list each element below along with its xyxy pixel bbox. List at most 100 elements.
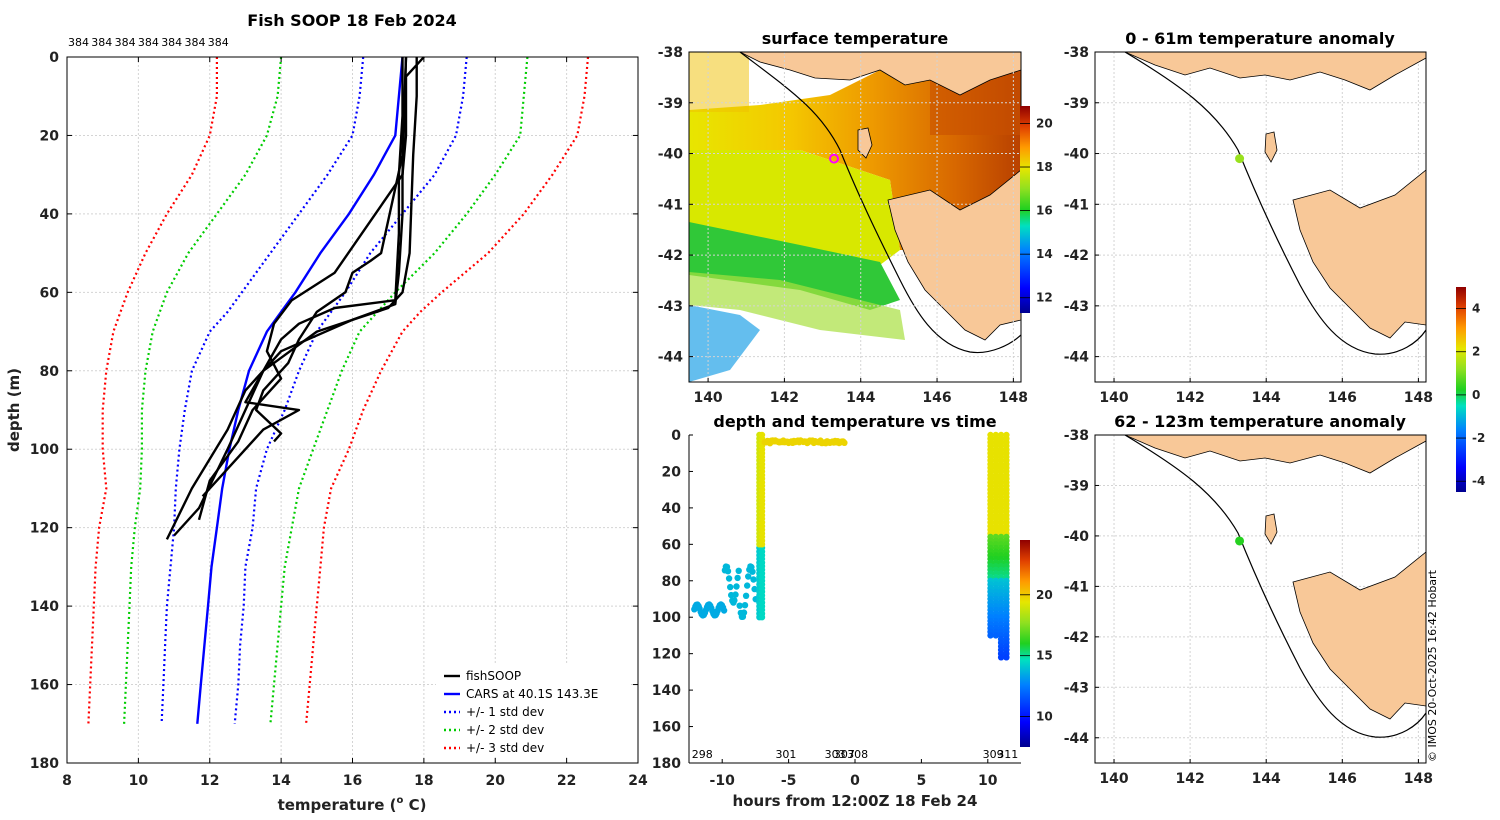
profile-ytick-label: 160 xyxy=(30,678,59,694)
colorbar-tick-label: 16 xyxy=(1036,204,1053,218)
figure-canvas: Fish SOOP 18 Feb 2024 384 384 384 384 384 384… xyxy=(0,0,1500,820)
map-ytick-label: -44 xyxy=(658,350,684,366)
map-ytick-label: -39 xyxy=(1064,478,1089,494)
depth-time-point xyxy=(721,607,727,613)
depth-time-ytick-label: 160 xyxy=(652,720,681,736)
depth-time-point xyxy=(726,575,732,581)
sst-colorbar xyxy=(1020,106,1030,313)
profile-xtick-label: 24 xyxy=(628,773,648,789)
map-ytick-label: -43 xyxy=(658,299,683,315)
profile-xtick-label: 22 xyxy=(557,773,576,789)
station-label: 301 xyxy=(775,748,796,761)
profile-legend: fishSOOP CARS at 40.1S 143.3E +/- 1 std de… xyxy=(436,664,630,756)
depth-time-points xyxy=(691,432,1010,661)
map-ytick-label: -41 xyxy=(1064,579,1089,595)
profile-series xyxy=(88,57,588,724)
sst-map: surface temperature 140 142 144 146 148 -38 -3… xyxy=(658,29,1053,406)
profile-ytick-label: 40 xyxy=(40,207,60,223)
depth-time-ytick-label: 140 xyxy=(652,683,681,699)
depth-time-station-labels: 298 301 303307308 309311 xyxy=(692,748,1018,761)
anomaly-shallow-point xyxy=(1235,154,1244,163)
profile-top-labels: 384 384 384 384 384 384 384 xyxy=(68,36,229,49)
profile-xlabel: temperature (o C) xyxy=(278,795,427,814)
depth-time-point xyxy=(736,568,742,574)
depth-time-ytick-label: 0 xyxy=(671,428,681,444)
depth-time-chart: depth and temperature vs time -10 -5 0 5 100… xyxy=(652,412,1053,810)
map-ytick-label: -42 xyxy=(1064,248,1089,264)
map-ytick-label: -42 xyxy=(1064,630,1089,646)
legend-label: +/- 2 std dev xyxy=(466,723,544,737)
anomaly-deep-title: 62 - 123m temperature anomaly xyxy=(1114,412,1406,431)
profile-xtick-label: 10 xyxy=(129,773,149,789)
anomaly-deep-point xyxy=(1235,536,1244,545)
profile-top-label: 384 xyxy=(185,36,206,49)
map-ytick-label: -40 xyxy=(1064,529,1090,545)
anomaly-deep-points xyxy=(1235,536,1244,545)
profile-xtick-label: 8 xyxy=(62,773,72,789)
anomaly-shallow-map: 0 - 61m temperature anomaly 140 142 144 146… xyxy=(1064,29,1433,406)
legend-label: CARS at 40.1S 143.3E xyxy=(466,687,598,701)
depth-time-point xyxy=(750,576,756,582)
colorbar-tick-label: -4 xyxy=(1472,474,1485,488)
map-xtick-label: 140 xyxy=(693,390,722,406)
depth-time-xlabel: hours from 12:00Z 18 Feb 24 xyxy=(733,792,978,810)
profile-xtick-label: 12 xyxy=(200,773,219,789)
depth-time-point xyxy=(841,440,847,446)
map-xtick-label: 146 xyxy=(1328,771,1357,787)
profile-xtick-label: 20 xyxy=(486,773,506,789)
profile-xtick-label: 16 xyxy=(343,773,362,789)
map-ytick-label: -41 xyxy=(1064,197,1089,213)
profile-ylabel: depth (m) xyxy=(5,368,23,452)
map-xtick-label: 146 xyxy=(922,390,951,406)
colorbar-tick-label: 12 xyxy=(1036,291,1053,305)
profile-ytick-label: 140 xyxy=(30,599,59,615)
legend-label: +/- 1 std dev xyxy=(466,705,544,719)
colorbar-tick-label: 14 xyxy=(1036,247,1053,261)
profile-top-label: 384 xyxy=(138,36,159,49)
profile-xtick-label: 18 xyxy=(414,773,433,789)
station-label: 308 xyxy=(847,748,868,761)
depth-time-xtick-label: 10 xyxy=(978,773,998,789)
profile-std3-lower-line xyxy=(88,57,217,724)
profile-top-label: 384 xyxy=(208,36,229,49)
depth-time-ytick-label: 60 xyxy=(662,537,682,553)
map-xtick-label: 148 xyxy=(1404,771,1433,787)
depth-time-ytick-label: 20 xyxy=(662,464,682,480)
profile-title: Fish SOOP 18 Feb 2024 xyxy=(247,11,456,30)
colorbar-tick-label: 0 xyxy=(1472,388,1480,402)
colorbar-tick-label: 15 xyxy=(1036,649,1053,663)
colorbar-tick-label: 4 xyxy=(1472,302,1480,316)
sst-title: surface temperature xyxy=(762,29,949,48)
anomaly-deep-map: 62 - 123m temperature anomaly 140 142 144 1… xyxy=(1064,287,1486,787)
anomaly-colorbar xyxy=(1456,287,1466,492)
map-xtick-label: 144 xyxy=(1252,771,1281,787)
profile-top-label: 384 xyxy=(68,36,89,49)
map-xtick-label: 142 xyxy=(1175,390,1204,406)
depth-time-point xyxy=(1003,654,1009,660)
map-xtick-label: 144 xyxy=(1252,390,1281,406)
map-ytick-label: -38 xyxy=(1064,428,1089,444)
colorbar-tick-label: -2 xyxy=(1472,431,1485,445)
map-ytick-label: -44 xyxy=(1064,731,1090,747)
map-xtick-label: 146 xyxy=(1328,390,1357,406)
map-xtick-label: 140 xyxy=(1099,771,1128,787)
map-ytick-label: -38 xyxy=(658,45,683,61)
map-ytick-label: -40 xyxy=(658,147,684,163)
depth-time-ytick-label: 180 xyxy=(652,756,681,772)
credit-text: © IMOS 20-Oct-2025 16:42 Hobart xyxy=(1426,569,1439,762)
depth-time-point xyxy=(743,593,749,599)
map-ytick-label: -44 xyxy=(1064,350,1090,366)
profile-xtick-label: 14 xyxy=(271,773,291,789)
depth-time-xtick-label: 0 xyxy=(850,773,860,789)
depth-time-ytick-label: 120 xyxy=(652,647,681,663)
depth-time-point xyxy=(732,591,738,597)
map-ytick-label: -43 xyxy=(1064,680,1089,696)
profile-ytick-label: 0 xyxy=(49,50,59,66)
map-ytick-label: -43 xyxy=(1064,299,1089,315)
map-ytick-label: -39 xyxy=(1064,96,1089,112)
profile-fishsoop-cast-line xyxy=(174,57,402,536)
map-ytick-label: -41 xyxy=(658,197,683,213)
station-label: 298 xyxy=(692,748,713,761)
profile-std2-lower-line xyxy=(124,57,281,724)
profile-ytick-label: 60 xyxy=(40,285,60,301)
